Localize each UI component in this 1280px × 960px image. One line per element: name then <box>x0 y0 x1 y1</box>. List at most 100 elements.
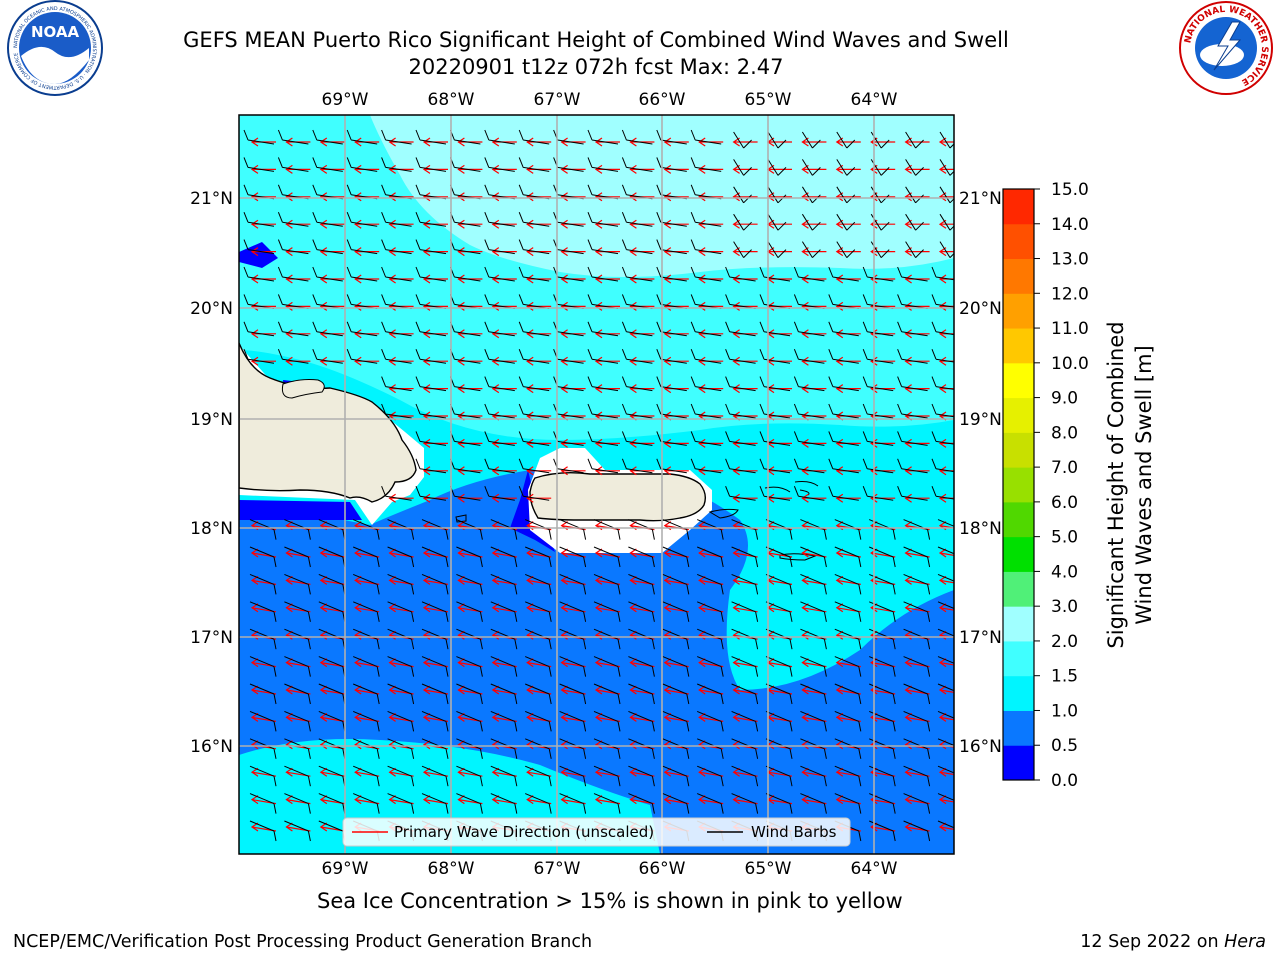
wind-barb <box>525 656 552 677</box>
wind-barb <box>249 738 277 759</box>
wind-barb <box>621 431 653 446</box>
wind-barb <box>690 431 722 446</box>
wind-barb <box>387 683 415 705</box>
wind-barb <box>518 486 550 501</box>
wave-direction-arrow <box>938 712 954 722</box>
wind-barb <box>662 546 690 568</box>
wind-barb <box>793 431 825 446</box>
wind-barb <box>277 239 309 255</box>
colorbar-ticks: 0.0 0.5 1.0 1.5 2.0 3.0 4.0 5.0 6.0 7.0 8.0 9.0 10.0… <box>1034 180 1089 791</box>
wind-barb <box>387 793 415 814</box>
wind-barb <box>765 601 793 622</box>
lat-tick-left: 19°N <box>190 410 233 430</box>
wind-barb <box>621 157 653 172</box>
wind-barb <box>662 793 690 814</box>
wind-barb <box>456 546 483 568</box>
wind-barb <box>249 601 277 622</box>
wind-barb <box>765 573 793 595</box>
wind-barb <box>656 266 687 282</box>
wind-barb <box>490 573 518 595</box>
wind-barb <box>249 573 277 595</box>
wind-barb <box>767 213 787 231</box>
wind-barb <box>697 546 724 568</box>
wind-barb <box>312 157 343 172</box>
wind-barb <box>800 793 827 814</box>
wind-barb <box>937 683 954 692</box>
colorbar-tick-label: 0.5 <box>1051 736 1078 756</box>
wind-barb <box>415 129 447 145</box>
wind-barb <box>731 656 759 677</box>
map-legend: Primary Wave Direction (unscaled) Wind B… <box>342 817 851 847</box>
wind-barb <box>587 129 619 145</box>
wind-barb <box>733 241 752 258</box>
wind-barb <box>518 458 550 474</box>
wind-barb <box>836 159 856 176</box>
wind-barb <box>662 738 690 759</box>
wind-barb <box>484 129 515 145</box>
wind-barb <box>697 573 724 595</box>
colorbar-segment <box>1003 189 1034 225</box>
wind-barb <box>387 546 415 568</box>
wind-barb <box>381 321 412 337</box>
wind-barb <box>381 129 412 145</box>
wind-barb <box>243 266 275 282</box>
wind-barb <box>767 131 787 149</box>
lat-tick-left: 20°N <box>190 299 233 319</box>
wind-barb <box>662 710 690 732</box>
lon-tick-top: 68°W <box>428 90 475 110</box>
wind-barb <box>387 738 415 759</box>
lat-tick-left: 17°N <box>190 628 233 648</box>
footer-credit: NCEP/EMC/Verification Post Processing Pr… <box>13 932 593 952</box>
wind-barb <box>656 403 687 419</box>
colorbar-segment <box>1003 293 1034 329</box>
wind-barb <box>939 131 954 149</box>
wind-barb <box>587 321 619 337</box>
wave-band-0-0.5-patch <box>239 500 362 520</box>
lat-tick-right: 19°N <box>959 410 1002 430</box>
wind-barb <box>490 683 518 705</box>
wind-barb <box>559 793 587 814</box>
wind-barb <box>767 241 787 258</box>
wave-direction-arrow <box>938 575 954 585</box>
wind-barb <box>870 241 890 258</box>
wind-barb <box>731 546 759 568</box>
wind-barb <box>249 656 277 677</box>
wind-barb <box>697 683 724 705</box>
wind-barb <box>903 546 931 568</box>
wind-barb <box>593 793 621 814</box>
wind-barb <box>284 546 311 568</box>
legend-wave-label: Primary Wave Direction (unscaled) <box>394 823 654 841</box>
wind-barb <box>828 376 859 392</box>
wind-barb <box>836 213 856 231</box>
wind-barb <box>628 765 655 787</box>
wind-barb <box>656 349 687 364</box>
wind-barb <box>284 683 311 705</box>
wind-barb <box>353 765 380 787</box>
wind-barb <box>484 486 515 501</box>
wind-barb <box>765 793 793 814</box>
wind-barb <box>525 793 552 814</box>
wind-barb <box>937 656 954 664</box>
wind-barb <box>525 546 552 568</box>
wind-barb <box>243 349 275 364</box>
wind-barb <box>937 738 954 747</box>
wind-barb <box>731 738 759 759</box>
wind-barb <box>697 738 724 759</box>
wind-barb <box>284 656 311 677</box>
wind-barb <box>249 765 277 787</box>
wind-barb <box>628 573 655 595</box>
lon-tick-bottom: 69°W <box>322 859 369 879</box>
wind-barb <box>346 239 378 255</box>
wind-barb <box>415 431 447 446</box>
colorbar-segment <box>1003 432 1034 468</box>
wind-barb <box>484 321 515 337</box>
wind-barb <box>490 656 518 677</box>
colorbar-tick-label: 9.0 <box>1051 389 1078 409</box>
wind-barb <box>690 321 722 337</box>
wind-barb <box>800 546 827 568</box>
wind-barb <box>284 573 311 595</box>
wind-barb <box>662 656 690 677</box>
colorbar-segment <box>1003 745 1034 781</box>
wind-barb <box>690 376 722 392</box>
